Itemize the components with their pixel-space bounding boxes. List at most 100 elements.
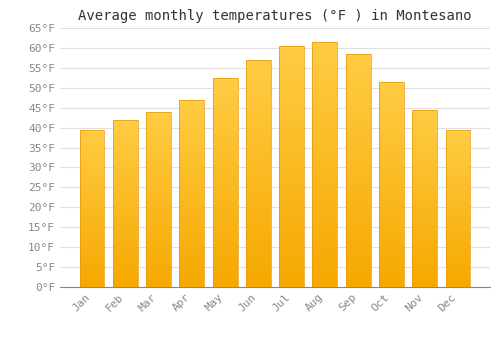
Bar (180, 203, 204, 205)
Bar (446, 274, 470, 276)
Bar (412, 168, 437, 170)
Bar (113, 232, 138, 233)
Bar (446, 210, 470, 211)
Bar (212, 86, 238, 88)
Bar (113, 180, 138, 182)
Bar (279, 200, 304, 203)
Bar (113, 146, 138, 148)
Bar (379, 248, 404, 250)
Bar (446, 139, 470, 141)
Bar (246, 221, 271, 223)
Bar (312, 270, 338, 272)
Bar (446, 160, 470, 161)
Bar (279, 123, 304, 126)
Bar (346, 168, 370, 170)
Bar (113, 229, 138, 230)
Bar (246, 105, 271, 107)
Bar (180, 242, 204, 244)
Bar (113, 136, 138, 138)
Bar (279, 80, 304, 82)
Bar (180, 182, 204, 184)
Bar (246, 148, 271, 151)
Bar (180, 132, 204, 133)
Bar (246, 285, 271, 287)
Bar (346, 110, 370, 112)
Bar (180, 191, 204, 193)
Bar (212, 134, 238, 136)
Bar (146, 256, 171, 257)
Bar (412, 248, 437, 250)
Bar (180, 148, 204, 150)
Bar (113, 197, 138, 198)
Bar (346, 89, 370, 91)
Bar (80, 276, 104, 278)
Bar (146, 141, 171, 143)
Bar (379, 104, 404, 106)
Bar (113, 187, 138, 188)
Bar (212, 136, 238, 139)
Bar (113, 138, 138, 140)
Bar (446, 262, 470, 264)
Bar (379, 223, 404, 225)
Bar (279, 126, 304, 128)
Bar (80, 150, 104, 152)
Bar (113, 248, 138, 250)
Bar (346, 259, 370, 261)
Bar (312, 54, 338, 57)
Bar (180, 278, 204, 280)
Bar (446, 164, 470, 166)
Bar (180, 175, 204, 176)
Bar (113, 206, 138, 208)
Bar (279, 244, 304, 246)
Bar (180, 180, 204, 182)
Bar (446, 130, 470, 287)
Bar (80, 248, 104, 249)
Bar (279, 195, 304, 198)
Bar (180, 201, 204, 203)
Bar (80, 274, 104, 276)
Bar (346, 77, 370, 79)
Bar (279, 147, 304, 149)
Bar (146, 175, 171, 176)
Bar (312, 167, 338, 169)
Bar (346, 56, 370, 58)
Bar (180, 133, 204, 135)
Bar (412, 214, 437, 216)
Bar (146, 252, 171, 254)
Bar (80, 262, 104, 264)
Bar (312, 140, 338, 142)
Bar (412, 223, 437, 225)
Bar (113, 133, 138, 135)
Bar (446, 169, 470, 170)
Bar (312, 128, 338, 130)
Bar (346, 233, 370, 236)
Bar (379, 111, 404, 113)
Bar (113, 242, 138, 244)
Bar (80, 131, 104, 133)
Bar (80, 282, 104, 284)
Bar (80, 270, 104, 271)
Bar (113, 128, 138, 130)
Bar (379, 82, 404, 84)
Bar (180, 184, 204, 186)
Bar (180, 276, 204, 278)
Bar (346, 243, 370, 245)
Bar (379, 131, 404, 133)
Bar (80, 196, 104, 197)
Bar (113, 120, 138, 287)
Bar (446, 177, 470, 178)
Bar (146, 198, 171, 199)
Bar (412, 207, 437, 209)
Bar (279, 128, 304, 130)
Bar (80, 193, 104, 194)
Bar (446, 185, 470, 186)
Bar (212, 253, 238, 256)
Bar (146, 219, 171, 220)
Bar (346, 161, 370, 163)
Bar (212, 118, 238, 120)
Bar (279, 169, 304, 171)
Bar (246, 246, 271, 248)
Bar (412, 275, 437, 276)
Bar (212, 94, 238, 97)
Bar (312, 42, 338, 44)
